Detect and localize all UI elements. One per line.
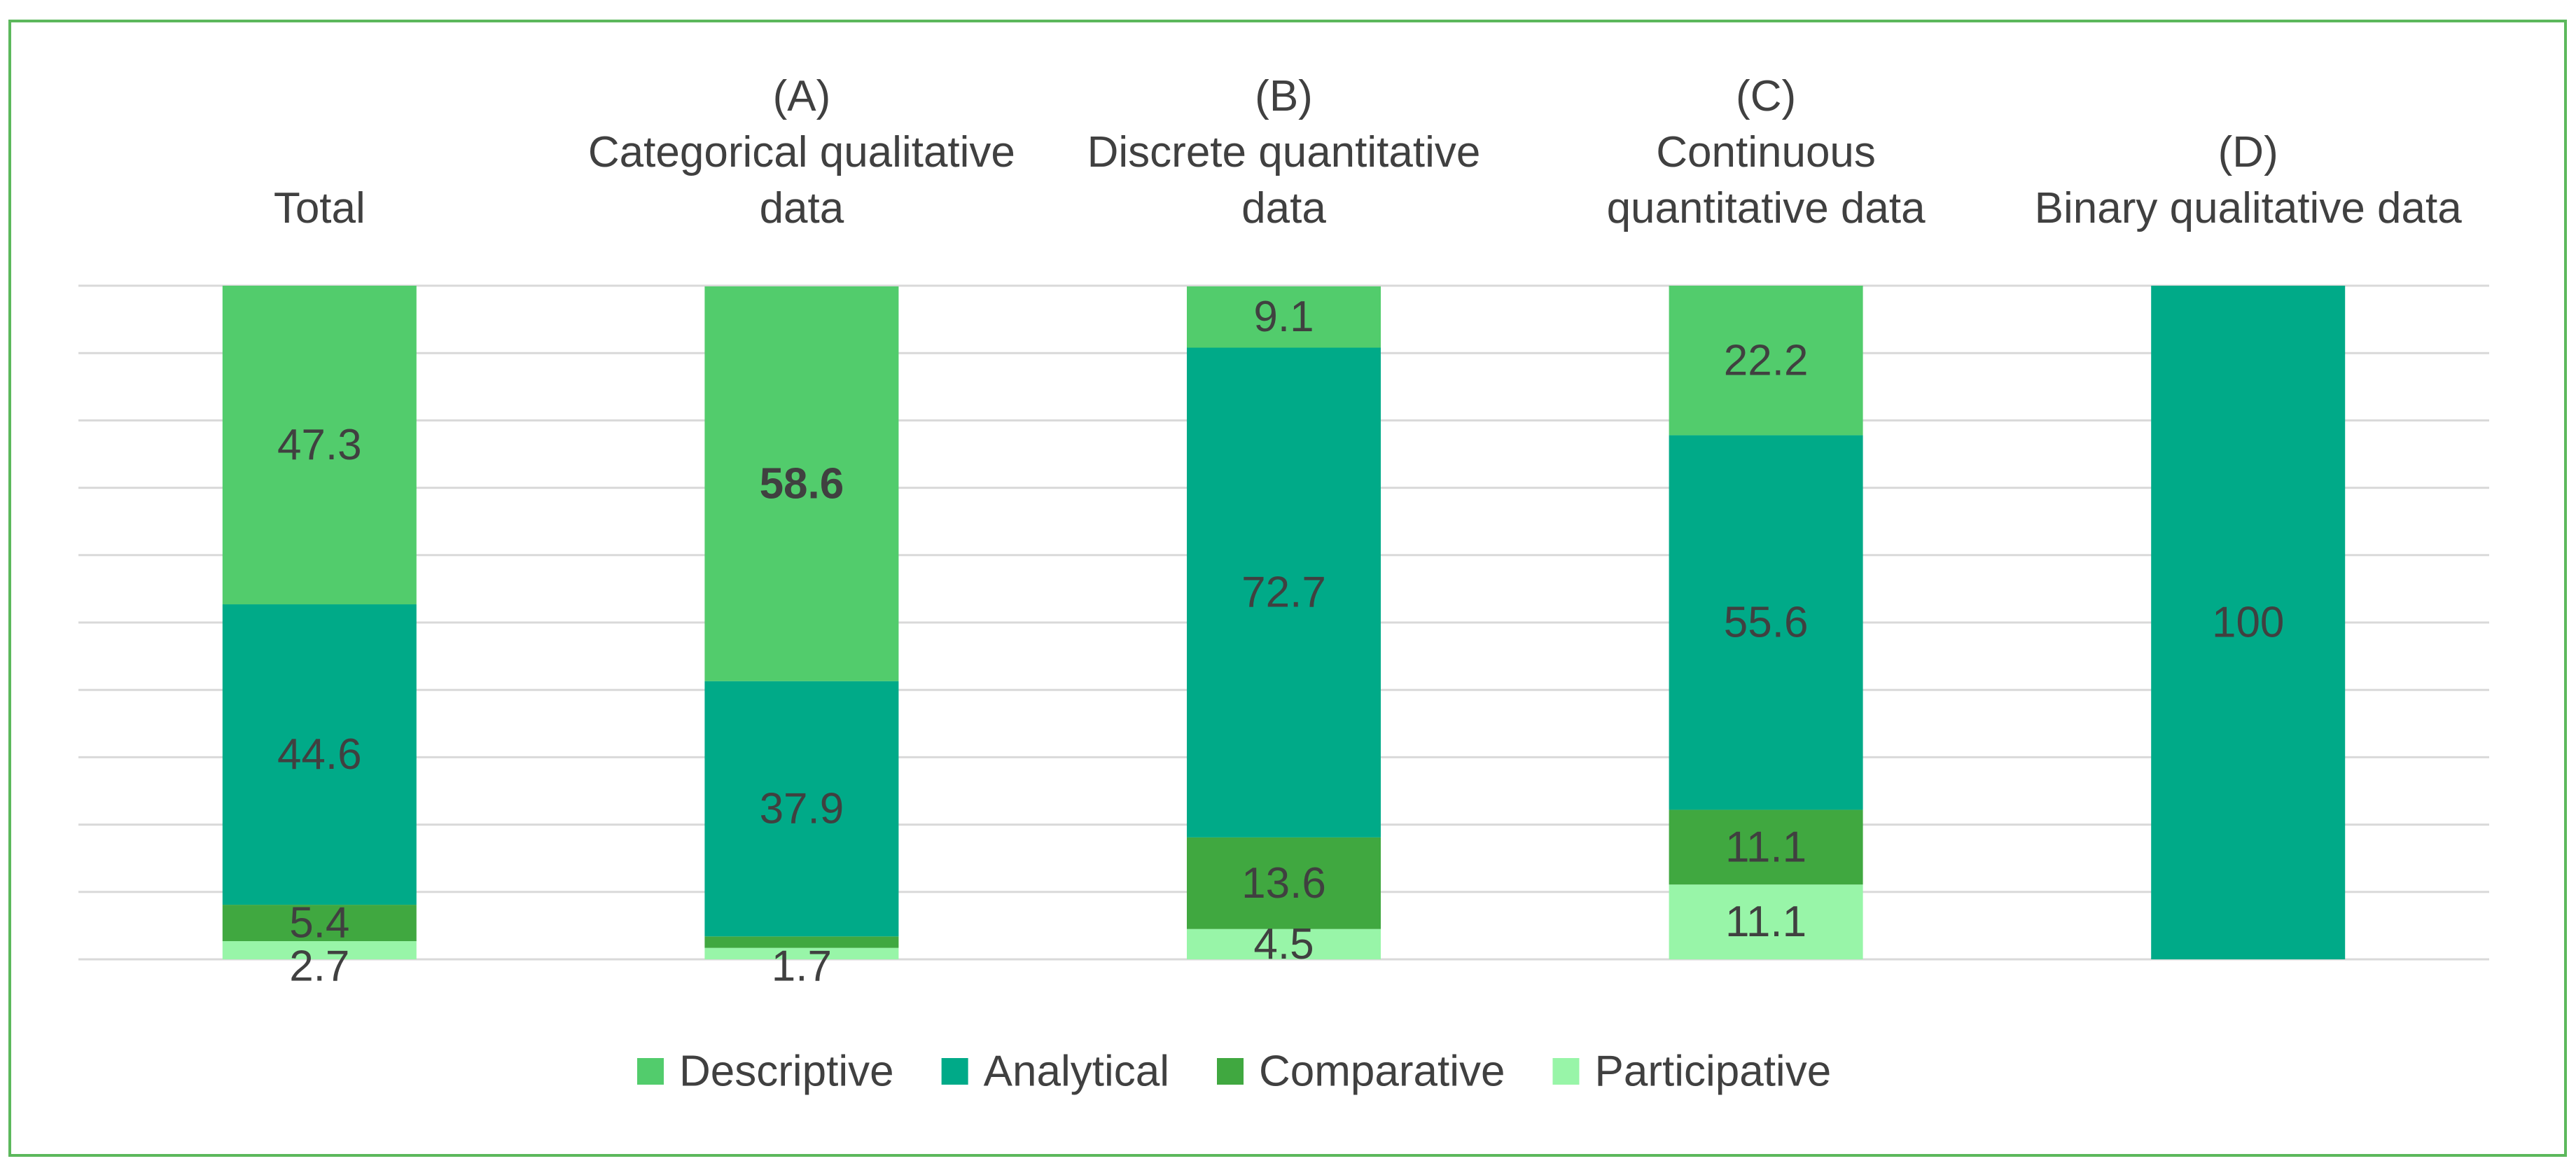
legend: Descriptive Analytical Comparative Particip… bbox=[637, 1048, 1831, 1096]
category-label-line: data bbox=[1241, 184, 1326, 232]
bar-participative-0 bbox=[222, 941, 417, 959]
category-label-line: Binary qualitative data bbox=[2035, 184, 2463, 232]
data-label-descriptive-3: 22.2 bbox=[1724, 336, 1809, 384]
legend-label-comparative: Comparative bbox=[1259, 1048, 1505, 1096]
category-label-line: (C) bbox=[1736, 72, 1796, 120]
data-label-analytical-4: 100 bbox=[2212, 599, 2284, 647]
legend-swatch-analytical bbox=[941, 1058, 968, 1085]
legend-label-descriptive: Descriptive bbox=[679, 1048, 894, 1096]
data-label-analytical-0: 44.6 bbox=[277, 730, 362, 779]
data-label-participative-0: 2.7 bbox=[289, 943, 349, 991]
data-label-comparative-0: 5.4 bbox=[289, 899, 349, 947]
bar-participative-1 bbox=[704, 947, 899, 959]
bars bbox=[222, 286, 2346, 959]
bar-comparative-3 bbox=[1669, 809, 1863, 885]
data-label-participative-2: 4.5 bbox=[1253, 920, 1314, 968]
data-label-descriptive-1: 58.6 bbox=[760, 459, 844, 508]
data-label-analytical-3: 55.6 bbox=[1724, 599, 1809, 647]
bar-participative-3 bbox=[1669, 884, 1863, 959]
bar-descriptive-1 bbox=[704, 286, 899, 681]
legend-swatch-participative bbox=[1552, 1058, 1580, 1085]
data-labels: 47.3 44.6 5.42.7 58.6 37.9 1.7 9.1 72.7 13.6 4.5 2… bbox=[277, 293, 2284, 990]
bar-analytical-2 bbox=[1187, 347, 1381, 837]
legend-swatch-descriptive bbox=[637, 1058, 664, 1085]
category-label-line: Discrete quantitative bbox=[1087, 128, 1481, 176]
legend-item-participative: Participative bbox=[1552, 1048, 1831, 1096]
bar-analytical-4 bbox=[2151, 286, 2346, 959]
bar-participative-2 bbox=[1187, 929, 1381, 959]
data-label-descriptive-2: 9.1 bbox=[1253, 293, 1314, 341]
data-label-descriptive-0: 47.3 bbox=[277, 421, 362, 469]
data-label-comparative-3: 11.1 bbox=[1725, 823, 1806, 871]
legend-item-comparative: Comparative bbox=[1217, 1048, 1505, 1096]
category-labels: Total (A) Categorical qualitative data (B) Di… bbox=[274, 72, 2462, 232]
bar-analytical-3 bbox=[1669, 435, 1863, 810]
bar-descriptive-0 bbox=[222, 286, 417, 605]
bar-comparative-1 bbox=[704, 936, 899, 948]
bar-comparative-0 bbox=[222, 905, 417, 942]
legend-item-analytical: Analytical bbox=[941, 1048, 1169, 1096]
bar-descriptive-3 bbox=[1669, 286, 1863, 436]
category-label-line: data bbox=[760, 184, 844, 232]
bar-analytical-1 bbox=[704, 681, 899, 937]
category-label-0: Total bbox=[274, 184, 365, 232]
category-label-4: (D) Binary qualitative data bbox=[2035, 128, 2463, 232]
bar-descriptive-2 bbox=[1187, 286, 1381, 348]
category-label-line: Continuous bbox=[1656, 128, 1876, 176]
category-label-line: (A) bbox=[773, 72, 831, 120]
data-label-analytical-2: 72.7 bbox=[1241, 569, 1326, 617]
category-label-line: Total bbox=[274, 184, 365, 232]
bar-comparative-2 bbox=[1187, 837, 1381, 929]
category-label-line: Categorical qualitative bbox=[588, 128, 1015, 176]
bar-analytical-0 bbox=[222, 604, 417, 905]
category-label-line: quantitative data bbox=[1607, 184, 1926, 232]
data-label-analytical-1: 37.9 bbox=[760, 784, 844, 833]
category-label-1: (A) Categorical qualitative data bbox=[588, 72, 1015, 232]
category-label-line: (B) bbox=[1255, 72, 1313, 120]
legend-item-descriptive: Descriptive bbox=[637, 1048, 894, 1096]
category-label-3: (C) Continuous quantitative data bbox=[1607, 72, 1926, 232]
legend-label-participative: Participative bbox=[1594, 1048, 1831, 1096]
data-label-participative-3: 11.1 bbox=[1725, 898, 1806, 946]
legend-label-analytical: Analytical bbox=[984, 1048, 1169, 1096]
category-label-line: (D) bbox=[2218, 128, 2278, 176]
data-label-comparative-2: 13.6 bbox=[1241, 859, 1326, 908]
legend-swatch-comparative bbox=[1217, 1058, 1244, 1085]
category-label-2: (B) Discrete quantitative data bbox=[1087, 72, 1481, 232]
data-label-participative-1: 1.7 bbox=[772, 943, 832, 991]
